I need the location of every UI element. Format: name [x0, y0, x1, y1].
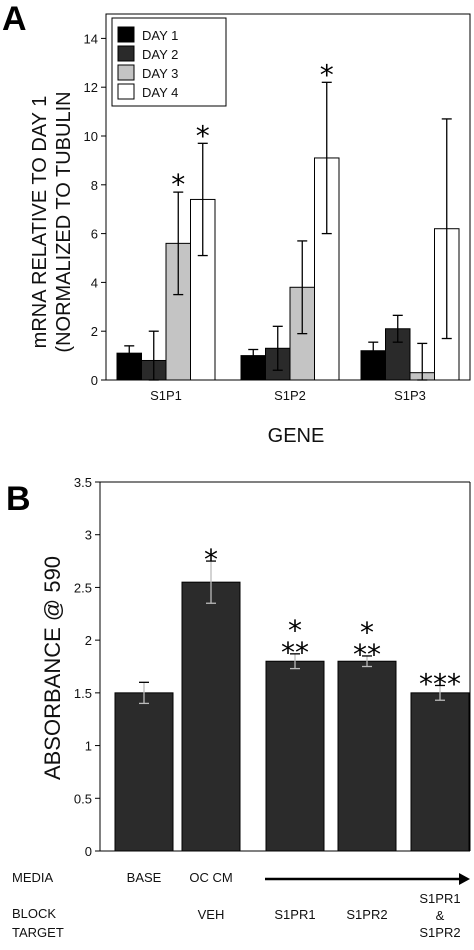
media-oc-label: OC CM: [189, 870, 232, 885]
panel-b-ytick-label: 1: [85, 739, 92, 754]
panel-a-ylabel-line1: mRNA RELATIVE TO DAY 1: [29, 96, 51, 349]
media-arrow-head: [459, 873, 470, 885]
panel-b-bar: [181, 581, 241, 852]
block-row-label-1: BLOCK: [12, 906, 56, 921]
panel-a-legend-swatch: [117, 45, 135, 62]
panel-a-xlabel: GENE: [268, 425, 325, 447]
panel-b-bar: [265, 660, 325, 852]
block-row-label-2: TARGET: [12, 925, 64, 940]
panel-a-legend-swatch: [117, 64, 135, 81]
block-veh-label: VEH: [198, 907, 225, 922]
panel-a-legend-label: DAY 4: [142, 85, 178, 100]
panel-b-ytick-label: 2: [85, 633, 92, 648]
panel-a-significance-star: *: [171, 168, 185, 201]
panel-a-xtick-label: S1P2: [274, 388, 306, 403]
panel-b-ytick-label: 0.5: [74, 791, 92, 806]
panel-b-significance-star: ***: [419, 667, 461, 700]
panel-b-chart: 00.511.522.533.5**********: [74, 475, 471, 859]
panel-b-ytick-label: 3: [85, 528, 92, 543]
panel-a-ytick-label: 2: [91, 324, 98, 339]
panel-b-significance-star: **: [353, 638, 381, 671]
panel-a-ytick-label: 10: [84, 129, 98, 144]
panel-a-ytick-label: 14: [84, 31, 98, 46]
panel-b-bar: [114, 692, 174, 852]
panel-a-legend-label: DAY 2: [142, 47, 178, 62]
block-s1pr2-label: S1PR2: [346, 907, 387, 922]
block-both-label-1: S1PR1: [419, 891, 460, 906]
panel-a-ytick-label: 6: [91, 227, 98, 242]
panel-b-bar: [337, 660, 397, 852]
panel-b-label: B: [6, 480, 31, 518]
panel-a-xtick-label: S1P3: [394, 388, 426, 403]
panel-b-ytick-label: 3.5: [74, 475, 92, 490]
panel-a-ytick-label: 8: [91, 178, 98, 193]
panel-b-bar: [410, 692, 470, 852]
panel-b-significance-star: *: [360, 616, 374, 649]
media-base-label: BASE: [127, 870, 162, 885]
block-s1pr1-label: S1PR1: [274, 907, 315, 922]
panel-a-ytick-label: 4: [91, 275, 98, 290]
panel-b-significance-star: *: [204, 543, 218, 576]
panel-b-significance-star: **: [281, 636, 309, 669]
media-row-label: MEDIA: [12, 870, 54, 885]
panel-a-legend-swatch: [117, 26, 135, 43]
panel-a-significance-star: *: [196, 119, 210, 152]
panel-a-legend-label: DAY 1: [142, 28, 178, 43]
panel-a-xtick-label: S1P1: [150, 388, 182, 403]
panel-a-legend-label: DAY 3: [142, 66, 178, 81]
panel-b-ylabel: ABSORBANCE @ 590: [40, 556, 65, 780]
block-both-label-2: &: [436, 908, 445, 923]
panel-a-significance-star: *: [320, 58, 334, 91]
block-both-label-3: S1PR2: [419, 925, 460, 940]
panel-a-ylabel-line2: (NORMALIZED TO TUBULIN: [53, 91, 75, 352]
panel-b-significance-star: *: [288, 614, 302, 647]
panel-b-ytick-label: 1.5: [74, 686, 92, 701]
panel-a-ytick-label: 12: [84, 80, 98, 95]
panel-a-chart: 0 2 4 6 8 10 12 14 S1P1 S1P2 S1P3 * * * DAY 1 DAY 2 DAY …: [84, 13, 471, 403]
panel-b-ytick-label: 0: [85, 844, 92, 859]
panel-b-ytick-label: 2.5: [74, 580, 92, 595]
panel-a-ytick-label: 0: [91, 373, 98, 388]
panel-a-legend-swatch: [117, 83, 135, 100]
panel-a-label: A: [2, 0, 27, 38]
